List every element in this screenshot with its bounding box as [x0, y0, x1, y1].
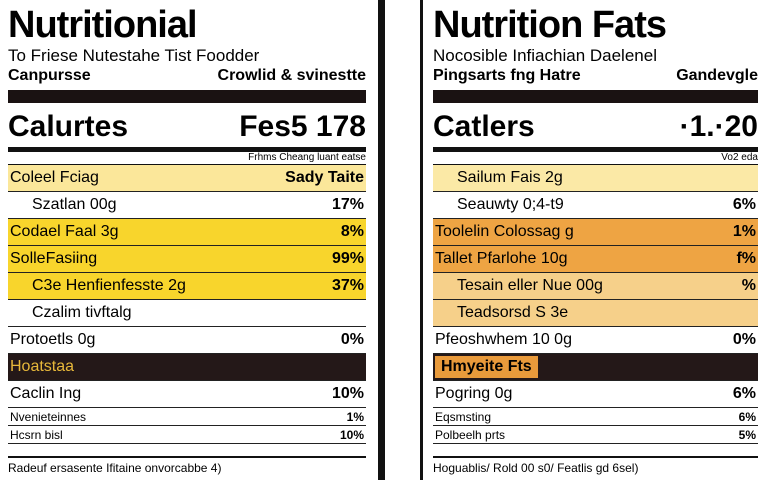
nutrient-label: Codael Faal 3g	[10, 223, 119, 240]
nutrient-value: f%	[736, 250, 756, 267]
label-footer: Hoguablis/ Rold 00 s0/ Featlis gd 6sel)	[433, 456, 758, 475]
calories-label: Catlers	[433, 110, 535, 143]
nutrient-row: Seauwty 0;4-t9 6%	[433, 192, 758, 219]
nutrient-value: 1%	[346, 409, 364, 424]
nutrient-value: 17%	[331, 196, 364, 213]
nutrient-row: Sailum Fais 2g	[433, 165, 758, 192]
label-footer: Radeuf ersasente Ifitaine onvorcabbe 4)	[8, 456, 366, 475]
nutrient-value: 8%	[340, 223, 364, 240]
nutrient-label: C3e Henfienfesste 2g	[32, 277, 186, 294]
nutrient-row: Coleel Fciag Sady Taite	[8, 165, 366, 192]
nutrient-value: 0%	[732, 331, 756, 348]
nutrient-row: Eqsmsting 6%	[433, 408, 758, 426]
nutrient-label: Tallet Pfarlohe 10g	[435, 250, 568, 267]
nutrient-value: 99%	[331, 250, 364, 267]
nutrient-label: Seauwty 0;4-t9	[457, 196, 564, 213]
nutrient-label: SolleFasiing	[10, 250, 98, 267]
nutrient-row: Hoatstaa	[8, 354, 366, 381]
nutrient-label: Caclin Ing	[10, 385, 82, 402]
nutrient-value: 37%	[331, 277, 364, 294]
divider-line	[433, 147, 758, 152]
calories-value: ·1.·20	[679, 110, 758, 143]
nutrient-label: Szatlan 00g	[32, 196, 117, 213]
nutrient-row: Tesain eller Nue 00g%	[433, 273, 758, 300]
nutrient-label: Pfeoshwhem 10 0g	[435, 331, 572, 348]
nutrient-value: %	[741, 277, 756, 294]
nutrient-value: 6%	[738, 409, 756, 424]
header-left: Pingsarts fng Hatre	[433, 67, 581, 84]
nutrient-value: 5%	[738, 427, 756, 442]
divider-bar	[433, 90, 758, 103]
label-subtitle: To Friese Nutestahe Tist Foodder	[8, 46, 260, 65]
nutrient-label: Czalim tivftalg	[32, 304, 132, 321]
divider-bar	[8, 90, 366, 103]
nutrient-row: Hcsrn bisl 10%	[8, 426, 366, 444]
nutrient-label: Sailum Fais 2g	[457, 169, 563, 186]
nutrient-row: Tallet Pfarlohe 10g f%	[433, 246, 758, 273]
label-panel: Nutritionial To Friese Nutestahe Tist Foo…	[8, 0, 385, 480]
nutrient-row: Czalim tivftalg	[8, 300, 366, 327]
nutrient-row: Hmyeite Fts	[433, 354, 758, 381]
calories-label: Calurtes	[8, 110, 129, 143]
nutrient-label: Coleel Fciag	[10, 169, 99, 186]
nutrient-label: Tesain eller Nue 00g	[457, 277, 603, 294]
nutrient-label: Nvenieteinnes	[10, 409, 87, 424]
nutrient-row: Pogring 0g 6%	[433, 381, 758, 408]
daily-value-note: Frhms Cheang luant eatse	[8, 152, 366, 165]
label-panel: Nutrition Fats Nocosible Infiachian Daele…	[420, 0, 760, 480]
daily-value-note: Vo2 eda	[433, 152, 758, 165]
nutrient-label: Toolelin Colossag g	[435, 223, 574, 240]
nutrient-row: Protoetls 0g 0%	[8, 327, 366, 354]
nutrient-value: Sady Taite	[285, 169, 364, 186]
nutrient-value: 0%	[340, 331, 364, 348]
nutrient-value: 10%	[331, 385, 364, 402]
label-title: Nutritionial	[8, 4, 198, 46]
header-row: Pingsarts fng Hatre Gandevgle	[433, 66, 758, 86]
nutrient-value: 1%	[732, 223, 756, 240]
nutrient-label: Teadsorsd S 3e	[457, 304, 569, 321]
calories-row: Calurtes Fes5 178	[8, 107, 366, 147]
nutrient-row: SolleFasiing 99%	[8, 246, 366, 273]
nutrient-row: Codael Faal 3g 8%	[8, 219, 366, 246]
nutrient-label: Hoatstaa	[10, 358, 75, 375]
header-right: Gandevgle	[676, 67, 758, 84]
nutrient-label: Pogring 0g	[435, 385, 513, 402]
nutrient-label: Hcsrn bisl	[10, 427, 63, 442]
nutrient-label: Hmyeite Fts	[435, 356, 538, 378]
divider-line	[8, 147, 366, 152]
calories-value: Fes5 178	[239, 110, 366, 143]
nutrient-value: 10%	[339, 427, 364, 442]
label-subtitle: Nocosible Infiachian Daelenel	[433, 46, 657, 65]
header-left: Canpursse	[8, 67, 91, 84]
nutrient-value: 6%	[732, 385, 756, 402]
nutrient-row: Toolelin Colossag g 1%	[433, 219, 758, 246]
nutrient-row: Teadsorsd S 3e	[433, 300, 758, 327]
label-title: Nutrition Fats	[433, 4, 667, 46]
nutrient-label: Eqsmsting	[435, 409, 492, 424]
header-right: Crowlid & svinestte	[217, 67, 366, 84]
nutrient-label: Polbeelh prts	[435, 427, 506, 442]
nutrient-label: Protoetls 0g	[10, 331, 96, 348]
nutrient-row: Polbeelh prts 5%	[433, 426, 758, 444]
nutrient-row: Szatlan 00g 17%	[8, 192, 366, 219]
nutrient-row: Pfeoshwhem 10 0g 0%	[433, 327, 758, 354]
label-content: Nutrition Fats Nocosible Infiachian Daele…	[433, 0, 758, 444]
nutrient-value: 6%	[732, 196, 756, 213]
nutrient-row: Nvenieteinnes 1%	[8, 408, 366, 426]
nutrient-row: C3e Henfienfesste 2g 37%	[8, 273, 366, 300]
label-content: Nutritionial To Friese Nutestahe Tist Foo…	[8, 0, 366, 444]
calories-row: Catlers ·1.·20	[433, 107, 758, 147]
nutrient-row: Caclin Ing 10%	[8, 381, 366, 408]
header-row: Canpursse Crowlid & svinestte	[8, 66, 366, 86]
